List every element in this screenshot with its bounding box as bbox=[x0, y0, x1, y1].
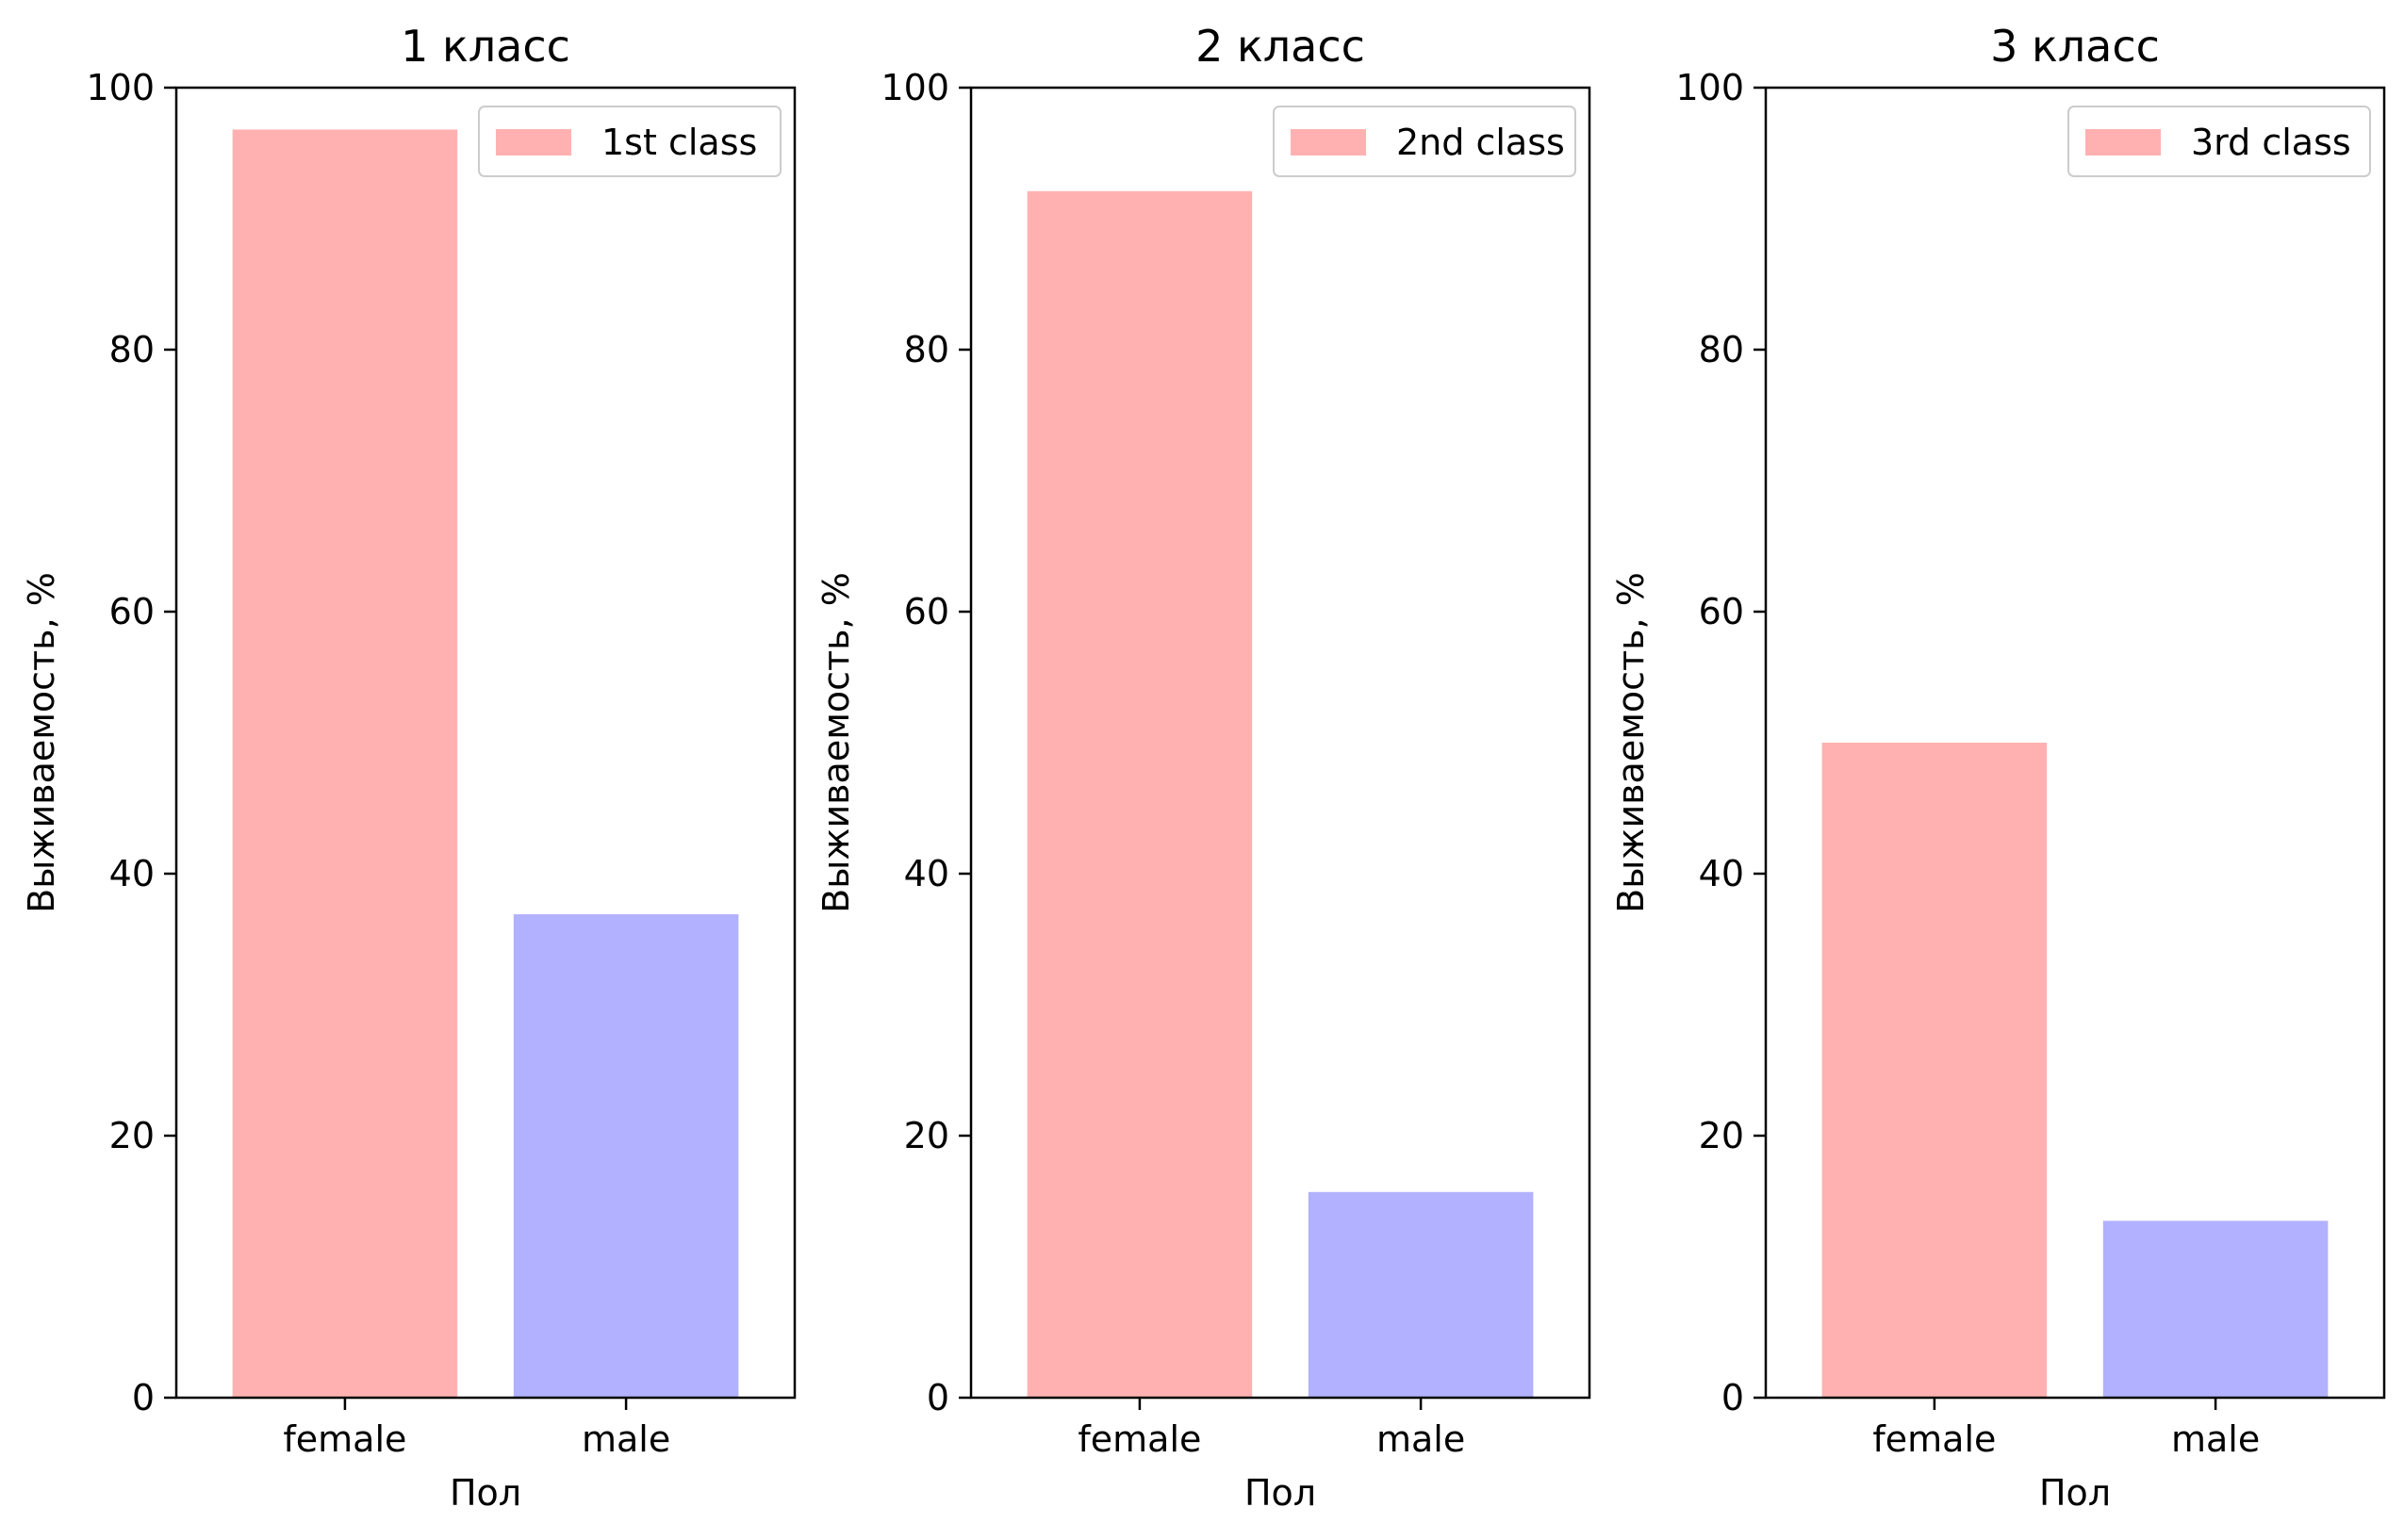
bar-male bbox=[2102, 1221, 2329, 1398]
legend-box bbox=[2067, 106, 2371, 177]
chart-title: 1 класс bbox=[401, 21, 570, 72]
legend: 3rd class bbox=[2067, 106, 2371, 177]
x-axis-label: Пол bbox=[450, 1472, 521, 1514]
legend-swatch bbox=[2085, 129, 2161, 156]
chart-title: 3 класс bbox=[1990, 21, 2160, 72]
y-tick-label: 0 bbox=[1721, 1377, 1744, 1418]
y-tick-label: 40 bbox=[1699, 853, 1744, 894]
y-tick-label: 100 bbox=[1675, 67, 1744, 108]
x-tick-label-male: male bbox=[582, 1418, 670, 1460]
chart-panel-3: 0 20 40 60 80 100 female male 3 класс Пол Выживаем… bbox=[1610, 21, 2386, 1514]
chart-title: 2 класс bbox=[1195, 21, 1365, 72]
legend: 1st class bbox=[478, 106, 782, 177]
legend-label: 2nd class bbox=[1396, 122, 1565, 163]
x-tick-label-female: female bbox=[1078, 1418, 1201, 1460]
x-tick-label-female: female bbox=[283, 1418, 406, 1460]
y-tick-label: 80 bbox=[1699, 329, 1744, 370]
x-tick-label-male: male bbox=[1376, 1418, 1465, 1460]
legend-box bbox=[1273, 106, 1576, 177]
legend-label: 1st class bbox=[601, 122, 757, 163]
y-axis-label: Выживаемость, % bbox=[815, 572, 857, 913]
y-tick-label: 100 bbox=[86, 67, 155, 108]
bar-female bbox=[1027, 190, 1253, 1398]
legend-swatch bbox=[496, 129, 571, 156]
y-axis-label: Выживаемость, % bbox=[1610, 572, 1652, 913]
legend-swatch bbox=[1291, 129, 1366, 156]
axes-frame bbox=[969, 86, 1591, 1400]
y-tick-label: 60 bbox=[904, 591, 949, 632]
chart-panel-2: 0 20 40 60 80 100 female male 2 класс Пол Выживаем… bbox=[815, 21, 1591, 1514]
legend-box bbox=[478, 106, 782, 177]
x-tick-label-male: male bbox=[2171, 1418, 2260, 1460]
y-tick-label: 40 bbox=[904, 853, 949, 894]
bar-male bbox=[1308, 1191, 1534, 1398]
axes-frame bbox=[174, 86, 797, 1400]
y-tick-label: 80 bbox=[109, 329, 155, 370]
y-tick-label: 20 bbox=[109, 1115, 155, 1156]
axes-frame bbox=[1764, 86, 2386, 1400]
y-tick-label: 80 bbox=[904, 329, 949, 370]
x-axis-label: Пол bbox=[1244, 1472, 1316, 1514]
y-tick-label: 60 bbox=[1699, 591, 1744, 632]
y-tick-label: 100 bbox=[881, 67, 949, 108]
bar-female bbox=[1821, 743, 2048, 1398]
y-tick-label: 20 bbox=[1699, 1115, 1744, 1156]
y-tick-label: 20 bbox=[904, 1115, 949, 1156]
y-tick-label: 60 bbox=[109, 591, 155, 632]
y-tick-label: 0 bbox=[132, 1377, 155, 1418]
bar-male bbox=[513, 914, 739, 1398]
y-axis-label: Выживаемость, % bbox=[21, 572, 62, 913]
chart-panel-1: 0 20 40 60 80 100 female male 1 класс Пол Выживаем… bbox=[21, 21, 797, 1514]
legend-label: 3rd class bbox=[2191, 122, 2351, 163]
y-tick-label: 0 bbox=[927, 1377, 949, 1418]
y-tick-label: 40 bbox=[109, 853, 155, 894]
legend: 2nd class bbox=[1273, 106, 1576, 177]
x-tick-label-female: female bbox=[1872, 1418, 1996, 1460]
x-axis-label: Пол bbox=[2039, 1472, 2111, 1514]
bar-female bbox=[232, 129, 458, 1399]
